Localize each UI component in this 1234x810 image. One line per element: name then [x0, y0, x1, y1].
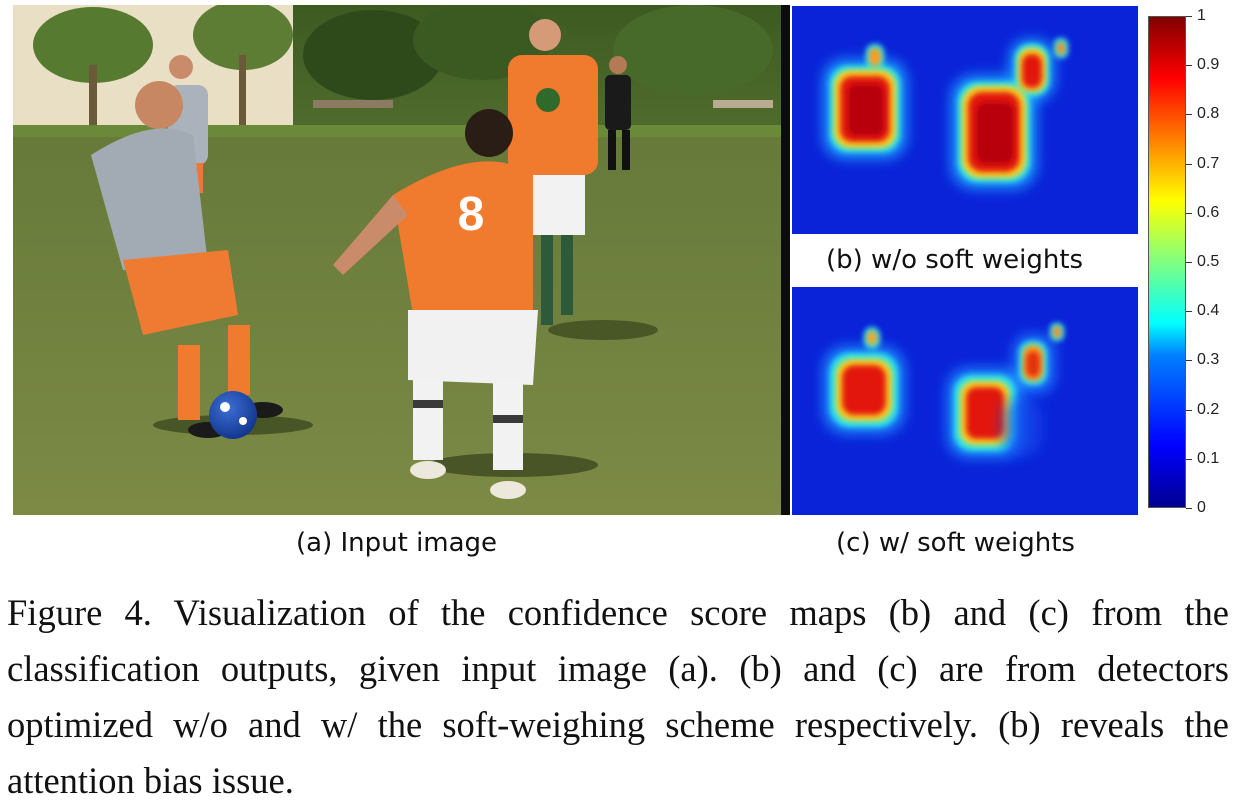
image-divider [781, 5, 790, 515]
caption-input-image: (a) Input image [296, 528, 498, 558]
colorbar-tick-label: 0.9 [1197, 56, 1220, 74]
caption-with-soft-weights: (c) w/ soft weights [836, 528, 1075, 558]
jersey-number: 8 [458, 188, 485, 241]
player-number-8: 8 [333, 109, 538, 499]
colorbar-tick-mark [1186, 311, 1192, 313]
colorbar-tick-label: 0.4 [1197, 302, 1220, 320]
colorbar-tick-mark [1186, 212, 1192, 214]
colorbar-tick-label: 0.2 [1197, 400, 1220, 418]
colorbar-tick-label: 0.6 [1197, 203, 1220, 221]
colorbar-tick-mark [1186, 360, 1192, 362]
player-orange-background [508, 19, 598, 325]
referee [605, 56, 631, 170]
heatmap-without-soft-weights [792, 6, 1138, 234]
input-image: 8 [13, 5, 781, 515]
colorbar-tick-label: 0 [1197, 499, 1206, 516]
colorbar-tick-mark [1186, 262, 1192, 263]
colorbar-tick-label: 0.8 [1197, 105, 1220, 123]
colorbar-tick-mark [1186, 508, 1192, 509]
heatmap-with-soft-weights [792, 287, 1138, 515]
colorbar-tick-label: 0.7 [1197, 154, 1220, 172]
figure-caption: Figure 4. Visualization of the confidenc… [7, 592, 1229, 801]
caption-without-soft-weights: (b) w/o soft weights [826, 245, 1084, 275]
colorbar-tick-label: 0.3 [1197, 351, 1220, 369]
colorbar-tick-mark [1186, 409, 1192, 411]
colorbar-tick-mark [1186, 16, 1192, 17]
colorbar-tick-mark [1186, 65, 1192, 67]
player-grey-foreground [91, 81, 283, 438]
colorbar-tick-mark [1186, 163, 1192, 165]
colorbar [1148, 16, 1186, 508]
colorbar-tick-label: 0.1 [1197, 449, 1220, 467]
colorbar-tick-label: 1 [1197, 7, 1206, 24]
colorbar-tick-label: 0.5 [1197, 253, 1220, 270]
colorbar-tick-mark [1186, 458, 1192, 460]
colorbar-tick-mark [1186, 114, 1192, 116]
soccer-ball [209, 391, 257, 439]
